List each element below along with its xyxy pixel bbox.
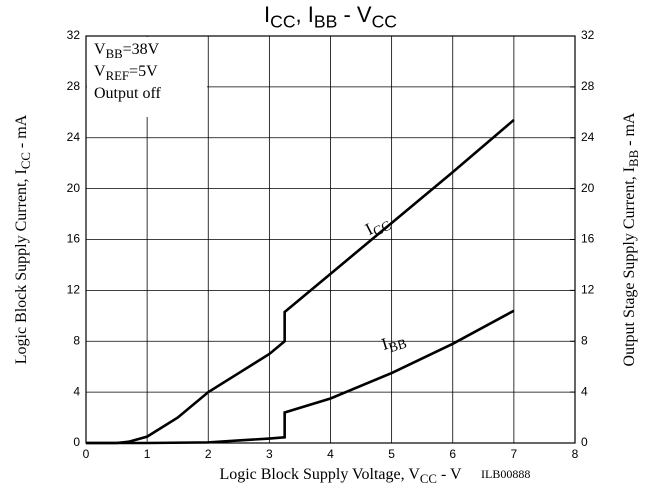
chart-title-part: I (264, 2, 270, 27)
chart-title-part: - V (337, 2, 372, 27)
x-tick-label: 0 (83, 447, 90, 461)
series-label-part: I (379, 334, 390, 354)
chart-title-part: BB (314, 11, 337, 31)
annotation: VBB=38V (94, 41, 160, 61)
y-axis-label-part: CC (19, 152, 33, 169)
x-axis-label-part: CC (420, 472, 437, 486)
y-tick-label: 8 (73, 333, 80, 347)
y2-tick-label: 20 (581, 181, 595, 195)
x-tick-label: 8 (572, 447, 579, 461)
y2-axis-label: Output Stage Supply Current, IBB - mA (621, 112, 641, 366)
chart-title-part: CC (372, 11, 398, 31)
series-label: ICC (362, 211, 393, 242)
chart-title-part: , I (296, 2, 314, 27)
x-tick-label: 6 (449, 447, 456, 461)
x-tick-label: 2 (205, 447, 212, 461)
y2-axis-label-part: Output Stage Supply Current, I (621, 167, 638, 367)
x-axis-label-part: - V (437, 466, 462, 483)
annotation: Output off (94, 85, 161, 102)
annotation-part: BB (106, 47, 123, 61)
series-label: IBB (379, 329, 408, 357)
y2-tick-label: 28 (581, 79, 595, 93)
y-tick-label: 4 (73, 384, 80, 398)
series-line (86, 309, 515, 445)
y-tick-label: 32 (67, 28, 81, 42)
y-tick-label: 16 (67, 232, 81, 246)
plot-frame (85, 35, 576, 444)
y-tick-label: 20 (67, 181, 81, 195)
annotation-part: V (94, 41, 106, 58)
y2-tick-label: 32 (581, 28, 595, 42)
y-tick-label: 12 (67, 283, 81, 297)
x-tick-label: 7 (511, 447, 518, 461)
series-label-part: CC (371, 218, 394, 240)
chart-title: ICC, IBB - VCC (264, 2, 397, 31)
y-axis-label-part: - mA (13, 114, 30, 152)
x-tick-label: 5 (388, 447, 395, 461)
y2-tick-label: 4 (581, 384, 588, 398)
x-axis-label-part: Logic Block Supply Voltage, V (219, 466, 420, 483)
x-tick-label: 1 (144, 447, 151, 461)
y2-tick-label: 12 (581, 283, 595, 297)
y-axis-label: Logic Block Supply Current, ICC - mA (13, 114, 33, 364)
annotation-part: =5V (129, 63, 158, 80)
annotation: VREF=5V (94, 63, 158, 83)
x-tick-label: 4 (327, 447, 334, 461)
y-tick-label: 24 (67, 130, 81, 144)
y-tick-label: 0 (73, 435, 80, 449)
x-tick-label: 3 (266, 447, 273, 461)
annotation-part: REF (106, 69, 129, 83)
y2-axis-label-part: - mA (621, 112, 638, 150)
figure-id: ILB00888 (481, 467, 530, 481)
y-tick-label: 28 (67, 79, 81, 93)
y2-tick-label: 8 (581, 333, 588, 347)
annotation-part: V (94, 63, 106, 80)
y2-tick-label: 24 (581, 130, 595, 144)
series-label-part: BB (387, 336, 409, 356)
y2-axis-label-part: BB (627, 150, 641, 167)
y2-tick-label: 0 (581, 435, 588, 449)
x-axis-label: Logic Block Supply Voltage, VCC - V (219, 466, 462, 486)
annotation-box (87, 37, 207, 117)
y-axis-label-part: Logic Block Supply Current, I (13, 169, 30, 364)
series-line (86, 118, 515, 445)
y2-tick-label: 16 (581, 232, 595, 246)
annotation-part: =38V (123, 41, 160, 58)
annotation-part: Output off (94, 85, 161, 102)
chart-title-part: CC (270, 11, 296, 31)
